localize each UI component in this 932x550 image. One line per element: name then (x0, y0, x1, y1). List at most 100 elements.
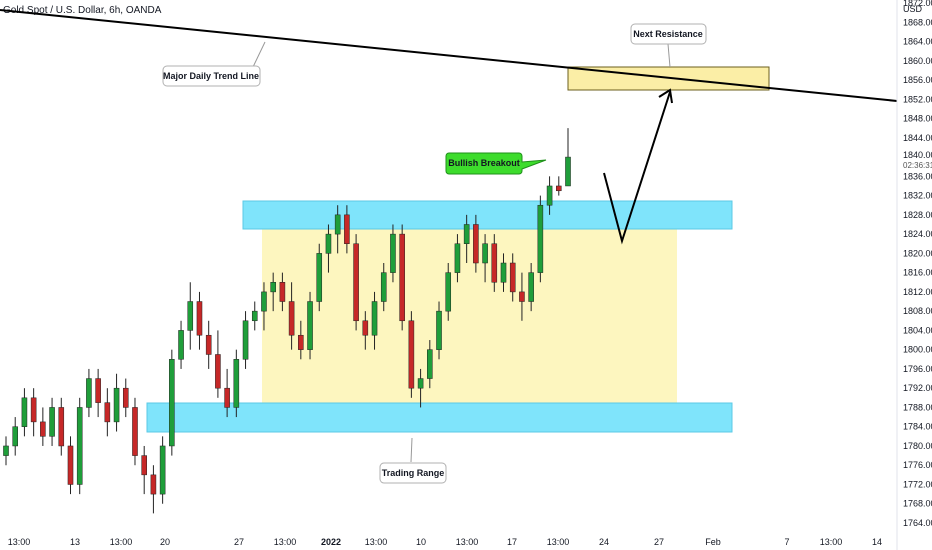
candle-body (463, 224, 470, 244)
candle-body (187, 301, 194, 331)
price-tick-label: 1772.000 (903, 479, 932, 489)
candle-body (150, 474, 157, 495)
candle-body (86, 378, 92, 408)
time-tick-label: Feb (705, 537, 721, 547)
price-tick-label: 1868.000 (903, 17, 932, 27)
last-price-marker (899, 149, 932, 171)
price-tick-label: 1828.000 (903, 210, 932, 220)
candle-body (30, 397, 37, 423)
candle-body (205, 334, 212, 355)
time-tick-label: 13:00 (365, 537, 388, 547)
candle-body (288, 301, 295, 336)
candle-body (417, 378, 424, 389)
candle-body (546, 185, 553, 206)
price-tick-label: 1872.000 (903, 0, 932, 8)
price-tick-label: 1824.000 (903, 229, 932, 239)
candle-body (113, 387, 120, 423)
candle-body (104, 402, 111, 423)
candle-body (325, 233, 332, 254)
price-tick-label: 1848.000 (903, 114, 932, 124)
price-tick-label: 1776.000 (903, 460, 932, 470)
candle-body (500, 262, 507, 283)
time-tick-label: 2022 (321, 537, 341, 547)
candle-body (49, 407, 55, 437)
range-label: Trading Range (382, 468, 445, 478)
time-tick-label: 13:00 (547, 537, 570, 547)
candle-body (233, 359, 240, 408)
breakout-callout: Bullish Breakout (445, 152, 547, 175)
major-trend-line[interactable] (0, 9, 898, 102)
support-zone (146, 402, 733, 433)
candle-body (76, 407, 83, 485)
projection-path (603, 91, 671, 245)
price-tick-label: 1860.000 (903, 56, 932, 66)
trading-range-zone (262, 229, 677, 403)
candle-body (224, 387, 230, 408)
candle-body (454, 243, 461, 273)
candle-body (528, 272, 534, 302)
price-tick-label: 1864.000 (903, 37, 932, 47)
trend-line-label: Major Daily Trend Line (163, 71, 259, 81)
candle-body (178, 330, 184, 360)
time-tick-label: 13:00 (8, 537, 31, 547)
currency-label: USD (903, 4, 923, 14)
price-tick-label: 1788.000 (903, 402, 932, 412)
candle-body (491, 243, 498, 283)
candle-body (473, 224, 479, 264)
price-tick-label: 1780.000 (903, 441, 932, 451)
candle-body (159, 445, 166, 495)
candle-body (122, 387, 129, 408)
price-tick-label: 1816.000 (903, 268, 932, 278)
candle-body (279, 282, 286, 302)
time-axis[interactable]: 13:00 13 13:00 20 27 13:00 2022 13:00 10 13:00 17 1… (8, 537, 882, 547)
time-tick-label: 24 (599, 537, 609, 547)
price-tick-label: 1856.000 (903, 75, 932, 85)
trend-line-callout: Major Daily Trend Line (162, 41, 266, 87)
candle-body (58, 407, 65, 447)
time-tick-label: 13:00 (456, 537, 479, 547)
last-price-label: 1840.005 (903, 150, 932, 160)
candle-body (251, 310, 258, 322)
candle-body (316, 253, 323, 302)
candle-body (196, 301, 203, 336)
time-tick-label: 10 (416, 537, 426, 547)
price-axis[interactable]: USD 1872.000 1868.000 1864.000 1860.000 1856… (896, 0, 932, 550)
candle-body (390, 233, 396, 273)
candle-body (215, 354, 221, 389)
candle-body (399, 233, 405, 322)
price-tick-label: 1764.000 (903, 518, 932, 528)
candles (3, 128, 571, 514)
price-tick-label: 1820.000 (903, 248, 932, 258)
time-tick-label: 13:00 (110, 537, 133, 547)
candle-body (362, 320, 369, 336)
price-tick-label: 1832.000 (903, 191, 932, 201)
resistance-label: Next Resistance (633, 29, 703, 39)
time-tick-label: 17 (507, 537, 517, 547)
projection-arrowhead (658, 88, 673, 104)
price-tick-label: 1796.000 (903, 364, 932, 374)
candle-body (408, 320, 415, 389)
time-tick-label: 13 (70, 537, 80, 547)
candle-body (482, 243, 488, 264)
time-tick-label: 27 (234, 537, 244, 547)
chart-header: Gold Spot / U.S. Dollar, 6h, OANDA (3, 5, 162, 16)
candle-body (261, 291, 267, 312)
price-tick-label: 1852.000 (903, 94, 932, 104)
candle-body (242, 320, 249, 360)
candle-body (353, 243, 359, 322)
candle-body (509, 262, 516, 293)
candle-body (371, 301, 378, 336)
candle-body (427, 349, 433, 379)
price-tick-label: 1844.000 (903, 133, 932, 143)
resistance-callout: Next Resistance (630, 23, 707, 68)
candle-body (344, 214, 350, 244)
supply-zone (242, 200, 733, 230)
candle-body (95, 378, 101, 403)
candle-body (141, 455, 147, 476)
price-tick-label: 1836.000 (903, 171, 932, 181)
candle-body (132, 407, 138, 456)
price-tick-label: 1792.000 (903, 383, 932, 393)
candle-body (445, 272, 452, 312)
time-tick-label: 13:00 (820, 537, 843, 547)
